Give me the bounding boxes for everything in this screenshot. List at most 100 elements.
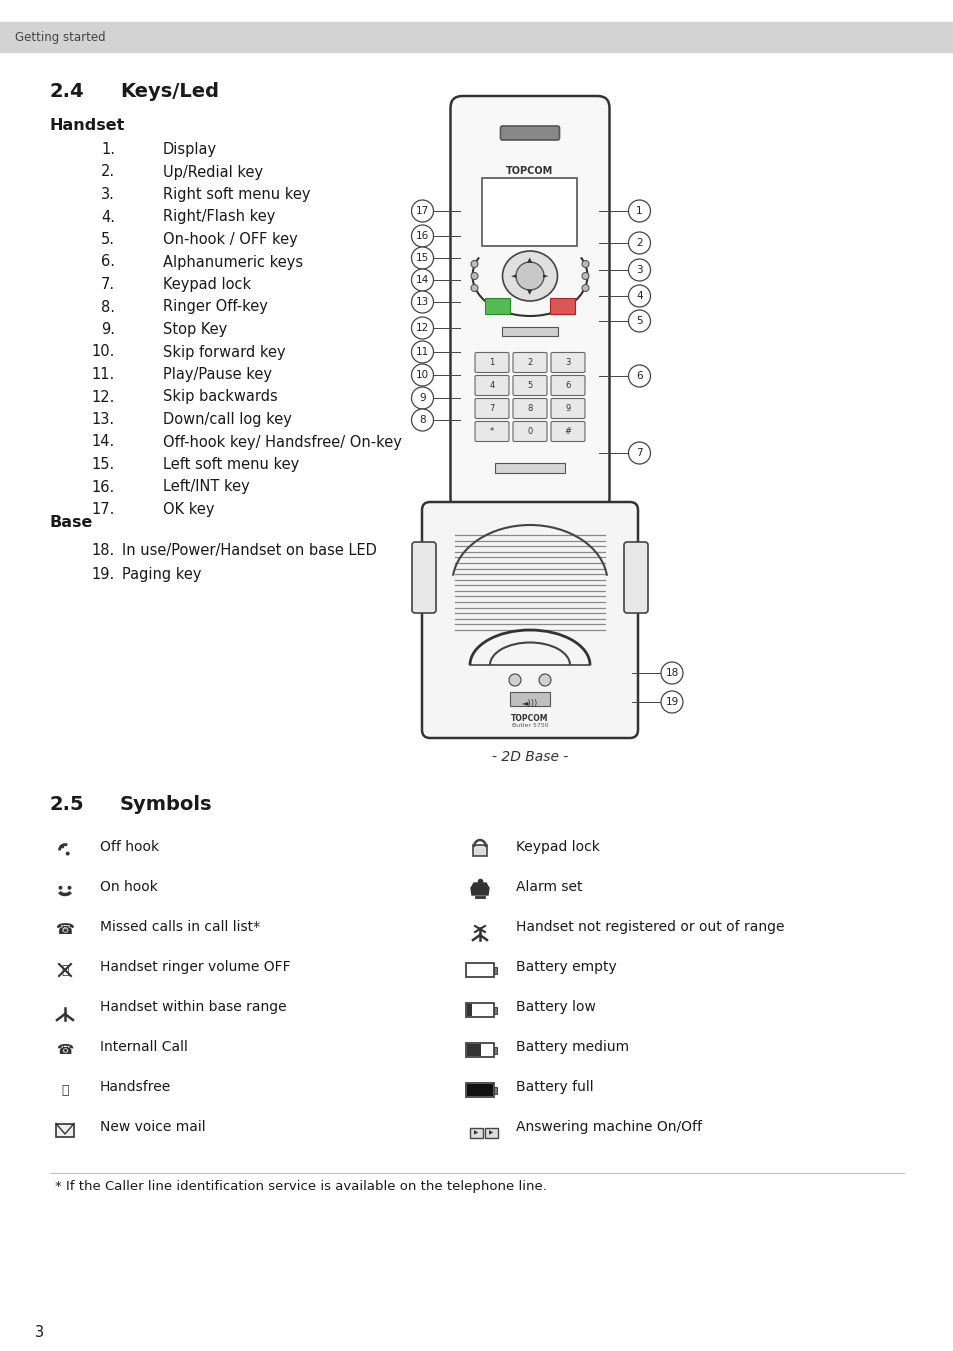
Text: 2.4: 2.4: [50, 82, 85, 101]
Bar: [501, 327, 558, 336]
Text: Left/INT key: Left/INT key: [163, 480, 250, 494]
FancyBboxPatch shape: [513, 353, 546, 373]
Text: 16: 16: [416, 231, 429, 240]
Text: #: #: [564, 427, 571, 436]
Text: 5: 5: [527, 381, 532, 390]
Text: 15: 15: [416, 253, 429, 263]
Text: Battery medium: Battery medium: [516, 1040, 628, 1054]
Circle shape: [411, 226, 433, 247]
Text: 2.5: 2.5: [50, 794, 85, 815]
FancyArrowPatch shape: [494, 297, 507, 303]
Text: Answering machine On/Off: Answering machine On/Off: [516, 1120, 701, 1133]
Text: Alarm set: Alarm set: [516, 880, 582, 894]
Text: 15.: 15.: [91, 457, 115, 471]
Text: Handsfree: Handsfree: [100, 1079, 172, 1094]
Circle shape: [628, 232, 650, 254]
Circle shape: [628, 365, 650, 386]
Text: Handset not registered or out of range: Handset not registered or out of range: [516, 920, 783, 934]
Text: On-hook / OFF key: On-hook / OFF key: [163, 232, 297, 247]
Text: 8.: 8.: [101, 300, 115, 315]
Text: Handset: Handset: [50, 118, 125, 132]
Text: ◄))): ◄))): [521, 698, 537, 708]
Circle shape: [66, 851, 70, 855]
Circle shape: [471, 261, 477, 267]
Circle shape: [471, 273, 477, 280]
Text: 3: 3: [636, 265, 642, 276]
Circle shape: [516, 262, 543, 290]
Text: 7: 7: [636, 449, 642, 458]
Circle shape: [411, 409, 433, 431]
Text: 1.: 1.: [101, 142, 115, 157]
Circle shape: [628, 285, 650, 307]
FancyBboxPatch shape: [513, 376, 546, 396]
Text: 13.: 13.: [91, 412, 115, 427]
FancyBboxPatch shape: [551, 399, 584, 419]
Text: Skip backwards: Skip backwards: [163, 389, 277, 404]
Bar: [510, 692, 550, 707]
Bar: [494, 1006, 497, 1015]
Text: Skip forward key: Skip forward key: [163, 345, 285, 359]
Circle shape: [58, 886, 62, 890]
Text: Keys/Led: Keys/Led: [120, 82, 219, 101]
Text: Alphanumeric keys: Alphanumeric keys: [163, 254, 303, 269]
Circle shape: [411, 363, 433, 386]
Text: ▶: ▶: [489, 1131, 493, 1135]
Text: 12.: 12.: [91, 389, 115, 404]
Text: 5: 5: [636, 316, 642, 326]
Circle shape: [411, 247, 433, 269]
FancyBboxPatch shape: [412, 542, 436, 613]
Text: 19: 19: [664, 697, 678, 707]
FancyBboxPatch shape: [475, 399, 509, 419]
Bar: [467, 1084, 493, 1096]
FancyBboxPatch shape: [500, 126, 558, 141]
Text: 17: 17: [416, 205, 429, 216]
Circle shape: [581, 273, 588, 280]
Text: 9.: 9.: [101, 322, 115, 336]
Bar: [470, 1128, 482, 1138]
Circle shape: [660, 662, 682, 684]
Text: * If the Caller line identification service is available on the telephone line.: * If the Caller line identification serv…: [55, 1179, 546, 1193]
Text: 17.: 17.: [91, 503, 115, 517]
Text: OK key: OK key: [163, 503, 214, 517]
Text: Off-hook key/ Handsfree/ On-key: Off-hook key/ Handsfree/ On-key: [163, 435, 401, 450]
FancyBboxPatch shape: [513, 422, 546, 442]
Bar: [465, 1084, 494, 1097]
Text: Ringer Off-key: Ringer Off-key: [163, 300, 268, 315]
Text: Keypad lock: Keypad lock: [163, 277, 251, 292]
Circle shape: [411, 200, 433, 222]
Text: 0: 0: [527, 427, 532, 436]
Circle shape: [628, 442, 650, 463]
Bar: [465, 963, 494, 977]
FancyBboxPatch shape: [623, 542, 647, 613]
Text: 13: 13: [416, 297, 429, 307]
Bar: [467, 1044, 481, 1056]
Circle shape: [628, 309, 650, 332]
Text: ▼: ▼: [527, 289, 532, 295]
Text: New voice mail: New voice mail: [100, 1120, 206, 1133]
Text: Down/call log key: Down/call log key: [163, 412, 292, 427]
Text: *: *: [489, 427, 494, 436]
Text: On hook: On hook: [100, 880, 157, 894]
Bar: [484, 299, 510, 313]
Text: 5.: 5.: [101, 232, 115, 247]
Text: Up/Redial key: Up/Redial key: [163, 165, 263, 180]
Circle shape: [411, 269, 433, 290]
Text: 1: 1: [636, 205, 642, 216]
Text: 10.: 10.: [91, 345, 115, 359]
FancyBboxPatch shape: [475, 422, 509, 442]
Ellipse shape: [502, 251, 557, 301]
Text: ☎: ☎: [56, 1043, 73, 1056]
Bar: [494, 967, 497, 974]
Text: Stop Key: Stop Key: [163, 322, 227, 336]
Text: 18.: 18.: [91, 543, 115, 558]
Text: TOPCOM: TOPCOM: [511, 713, 548, 723]
Circle shape: [628, 259, 650, 281]
Text: 2: 2: [636, 238, 642, 249]
FancyBboxPatch shape: [551, 353, 584, 373]
Text: ▲: ▲: [527, 257, 532, 263]
Bar: [465, 1002, 494, 1017]
Text: 6: 6: [565, 381, 570, 390]
Text: - 2C Handset -: - 2C Handset -: [479, 520, 579, 534]
Text: Display: Display: [163, 142, 217, 157]
Text: Symbols: Symbols: [120, 794, 213, 815]
